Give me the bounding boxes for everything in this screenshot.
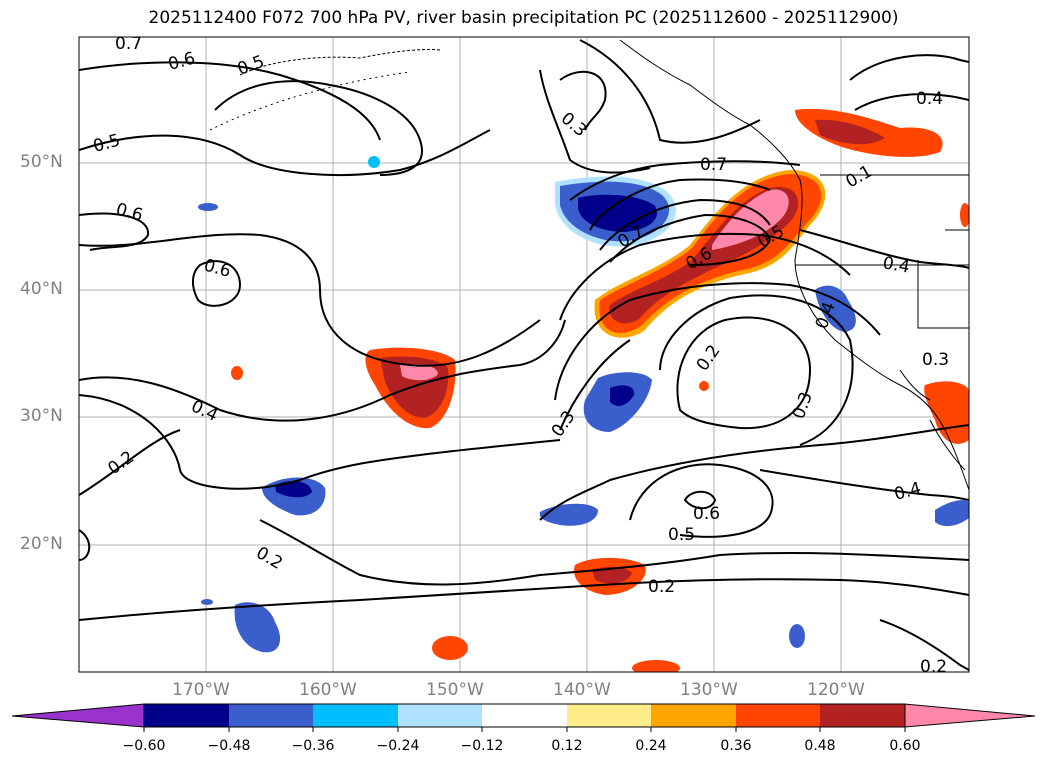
contour-label: 0.1: [843, 161, 876, 192]
precip-positive-area: [400, 364, 438, 381]
colorbar-swatch: [398, 704, 482, 727]
colorbar-tick-label: −0.36: [291, 738, 335, 754]
precip-positive-area: [632, 660, 680, 672]
lon-label: 150°W: [426, 680, 484, 700]
precip-negative-area: [815, 285, 856, 332]
contour-label: 0.6: [114, 200, 145, 226]
colorbar-swatch: [229, 704, 313, 727]
precip-negative-area: [368, 156, 380, 168]
colorbar-tick-label: −0.60: [122, 738, 166, 754]
colorbar-tick-label: 0.36: [720, 738, 752, 754]
colorbar-swatch: [567, 704, 651, 727]
precip-negative-area: [198, 203, 218, 211]
precip-negative-area: [610, 385, 635, 406]
colorbar-swatch: [313, 704, 398, 727]
colorbar-tick-label: 0.24: [635, 738, 667, 754]
contour-label: 0.3: [548, 407, 580, 441]
contour-label: 0.5: [668, 525, 695, 545]
colorbar: [11, 703, 1036, 732]
contour-label: 0.2: [920, 657, 947, 677]
precip-negative-area: [935, 500, 969, 527]
colorbar-tick-label: −0.12: [460, 738, 504, 754]
contour-label: 0.4: [892, 479, 923, 505]
precip-negative-area: [539, 503, 598, 526]
colorbar-swatch: [820, 704, 905, 727]
precip-positive-area: [699, 381, 709, 391]
pv-contours: [79, 39, 969, 671]
map-title: 2025112400 F072 700 hPa PV, river basin …: [148, 8, 899, 28]
precip-negative-area: [578, 194, 657, 232]
colorbar-swatch: [651, 704, 736, 727]
contour-label: 0.3: [922, 350, 949, 370]
contour-label: 0.2: [648, 577, 675, 597]
contour-label: 0.5: [235, 52, 267, 80]
contour-label: 0.4: [916, 89, 943, 109]
colorbar-swatch: [482, 704, 567, 727]
lon-label: 160°W: [299, 680, 357, 700]
contour-label: 0.4: [881, 253, 911, 277]
precip-positive-area: [432, 636, 468, 660]
precip-negative-area: [789, 624, 805, 648]
precip-positive-area: [231, 366, 243, 380]
contour-label: 0.4: [188, 396, 221, 426]
contour-label: 0.2: [693, 341, 725, 375]
precip-negative-area: [201, 599, 213, 605]
contour-label: 0.6: [693, 504, 720, 524]
map-plot-area: 0.7 0.6 0.5 0.5 0.6 0.6 0.4 0.2 0.2 0.3 …: [79, 34, 969, 677]
precip-negative-area: [234, 602, 281, 653]
precip-positive-area: [815, 119, 885, 145]
contour-label: 0.2: [253, 543, 286, 574]
precip-shading: [198, 108, 969, 672]
lat-label: 40°N: [20, 279, 63, 299]
colorbar-tick-label: 0.12: [551, 738, 583, 754]
precip-positive-area: [960, 203, 969, 227]
colorbar-tick-label: −0.24: [376, 738, 420, 754]
contour-label: 0.6: [166, 49, 197, 75]
colorbar-swatch: [11, 703, 145, 728]
lon-label: 170°W: [172, 680, 230, 700]
lat-label: 20°N: [20, 534, 63, 554]
contour-label: 0.5: [91, 131, 122, 157]
map-frame: [78, 36, 970, 673]
precip-positive-area: [592, 566, 632, 584]
colorbar-tick-label: 0.60: [889, 738, 921, 754]
lon-label: 120°W: [807, 680, 865, 700]
lat-label: 50°N: [20, 152, 63, 172]
contour-label: 0.7: [700, 155, 727, 175]
precip-positive-area: [924, 381, 969, 444]
colorbar-swatch: [144, 704, 229, 727]
lon-label: 140°W: [553, 680, 611, 700]
colorbar-tick-label: −0.48: [207, 738, 251, 754]
colorbar-swatch: [904, 703, 1036, 728]
colorbar-tick-label: 0.48: [804, 738, 836, 754]
lon-label: 130°W: [680, 680, 738, 700]
contour-label: 0.7: [115, 34, 142, 54]
lat-label: 30°N: [20, 406, 63, 426]
colorbar-swatch: [736, 704, 820, 727]
